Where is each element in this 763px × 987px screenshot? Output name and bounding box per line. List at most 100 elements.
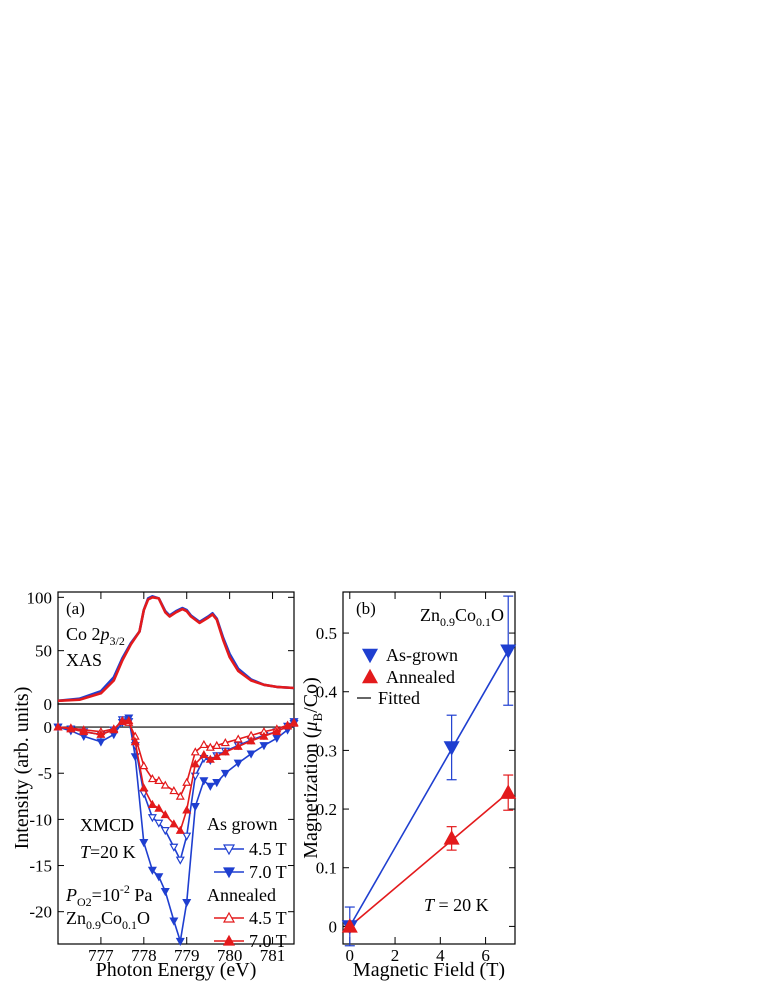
legend-title-as-grown: As grown xyxy=(207,814,278,834)
field-x-axis-label: Magnetic Field (T) xyxy=(353,959,505,981)
xas-edge-label: Co 2p3/2 xyxy=(66,624,125,648)
legend-marker-1 xyxy=(222,867,236,879)
xmcd-point-0 xyxy=(160,827,170,836)
legend-item-asgrown-70: 7.0 T xyxy=(249,862,287,882)
xmcd-point-1 xyxy=(199,777,209,786)
xas-y-tick-label: 50 xyxy=(35,642,52,661)
xmcd-frame xyxy=(57,703,295,945)
legend-item-asgrown-45: 4.5 T xyxy=(249,839,287,859)
fit-line-0 xyxy=(349,650,509,927)
xmcd-point-3 xyxy=(233,741,243,750)
xmcd-point-1 xyxy=(154,873,164,882)
magnetization-point-1 xyxy=(500,784,517,799)
mag-y-tick-label: 0.5 xyxy=(316,624,337,643)
pressure-label: PO2=10-2 Pa xyxy=(65,882,152,909)
xmcd-point-3 xyxy=(199,750,209,759)
legend-marker-annealed xyxy=(361,668,379,684)
magnetization-point-1 xyxy=(341,918,358,933)
xmcd-point-0 xyxy=(182,832,192,841)
xmcd-point-3 xyxy=(169,819,179,828)
legend-item-annealed-45: 4.5 T xyxy=(249,908,287,928)
mag-x-tick-label: 2 xyxy=(391,946,400,965)
xmcd-point-3 xyxy=(124,715,134,725)
magnetization-point-1 xyxy=(443,830,460,845)
xmcd-point-2 xyxy=(175,791,185,800)
xmcd-point-2 xyxy=(220,738,230,747)
xmcd-point-3 xyxy=(283,721,293,730)
xmcd-point-1 xyxy=(96,738,106,747)
fit-line-1 xyxy=(349,792,509,928)
xas-frame xyxy=(57,591,295,705)
xmcd-point-1 xyxy=(139,839,149,848)
xmcd-point-3 xyxy=(96,729,106,738)
mag-x-tick-label: 6 xyxy=(481,946,490,965)
formula-label-b: Zn0.9Co0.1O xyxy=(420,605,504,629)
magnetization-y-axis-label: Magnetization (μB/Co) xyxy=(300,677,325,858)
mag-x-tick-label: 4 xyxy=(436,946,445,965)
xmcd-point-0 xyxy=(154,819,164,828)
xmcd-x-tick-label: 779 xyxy=(174,946,200,965)
xmcd-point-3 xyxy=(182,805,192,814)
xmcd-y-tick-label: -5 xyxy=(38,764,52,783)
temperature-label: T=20 K xyxy=(80,842,136,862)
xmcd-point-2 xyxy=(154,775,164,785)
mag-y-tick-label: 0.2 xyxy=(316,800,337,819)
xmcd-point-1 xyxy=(175,937,185,946)
xmcd-point-1 xyxy=(190,803,200,812)
xmcd-x-tick-label: 781 xyxy=(260,946,286,965)
xmcd-x-tick-label: 780 xyxy=(217,946,243,965)
xmcd-point-3 xyxy=(212,751,222,761)
xmcd-point-1 xyxy=(233,759,243,768)
mag-y-tick-label: 0.3 xyxy=(316,741,337,760)
temperature-label-b: T = 20 K xyxy=(424,895,489,915)
xas-x-axis-label: Photon Energy (eV) xyxy=(96,959,257,981)
intensity-y-axis-label: Intensity (arb. units) xyxy=(11,687,33,850)
magnetization-frame xyxy=(342,591,516,945)
xas-label: XAS xyxy=(66,650,102,670)
xmcd-point-1 xyxy=(160,887,170,897)
xmcd-point-0 xyxy=(175,856,185,865)
xmcd-point-1 xyxy=(272,734,282,743)
xmcd-y-tick-label: 0 xyxy=(44,718,53,737)
legend-item-as-grown: As-grown xyxy=(386,645,458,665)
xmcd-point-3 xyxy=(154,803,164,812)
xmcd-point-2 xyxy=(147,774,157,783)
legend-b: As-grown Annealed Fitted xyxy=(357,645,458,708)
xmcd-point-3 xyxy=(66,724,76,733)
xmcd-point-3 xyxy=(79,726,89,736)
xmcd-y-tick-label: -10 xyxy=(29,810,52,829)
legend-marker-2 xyxy=(222,911,236,923)
mag-x-tick-label: 0 xyxy=(346,946,355,965)
legend-item-fitted: Fitted xyxy=(378,688,420,708)
panel-label-a: (a) xyxy=(66,599,85,618)
xmcd-y-tick-label: -15 xyxy=(29,857,52,876)
xmcd-x-tick-label: 778 xyxy=(131,946,157,965)
xas-series-line-1 xyxy=(57,596,295,703)
xmcd-point-3 xyxy=(160,810,170,819)
magnetization-point-0 xyxy=(443,741,460,756)
xmcd-point-3 xyxy=(220,747,230,756)
mag-y-tick-label: 0 xyxy=(329,917,338,936)
xmcd-point-3 xyxy=(190,759,200,768)
magnetization-point-0 xyxy=(500,644,517,659)
legend-a xyxy=(214,844,244,946)
xmcd-point-3 xyxy=(289,717,299,726)
xmcd-point-1 xyxy=(246,750,256,759)
formula-label-a: Zn0.9Co0.1O xyxy=(66,908,150,932)
magnetization-panel: (b) Zn0.9Co0.1O T = 20 K 0 0.1 0.2 0.3 0.4 0.… xyxy=(316,591,517,965)
xmcd-point-1 xyxy=(205,782,215,791)
legend-marker-0 xyxy=(222,844,236,856)
xmcd-panel: 0 -5 -10 -15 -20 777 778 779 780 781 XMCD T=20 K… xyxy=(29,592,299,965)
xmcd-point-2 xyxy=(190,747,200,756)
xmcd-point-3 xyxy=(259,731,269,740)
xmcd-point-2 xyxy=(182,777,192,786)
xmcd-point-2 xyxy=(139,761,149,770)
xmcd-point-0 xyxy=(169,843,179,852)
xmcd-point-2 xyxy=(212,740,222,749)
xmcd-point-2 xyxy=(160,780,170,789)
mag-y-tick-label: 0.1 xyxy=(316,859,337,878)
xmcd-point-1 xyxy=(182,899,192,908)
xmcd-point-3 xyxy=(109,725,119,734)
xmcd-point-3 xyxy=(175,825,185,834)
